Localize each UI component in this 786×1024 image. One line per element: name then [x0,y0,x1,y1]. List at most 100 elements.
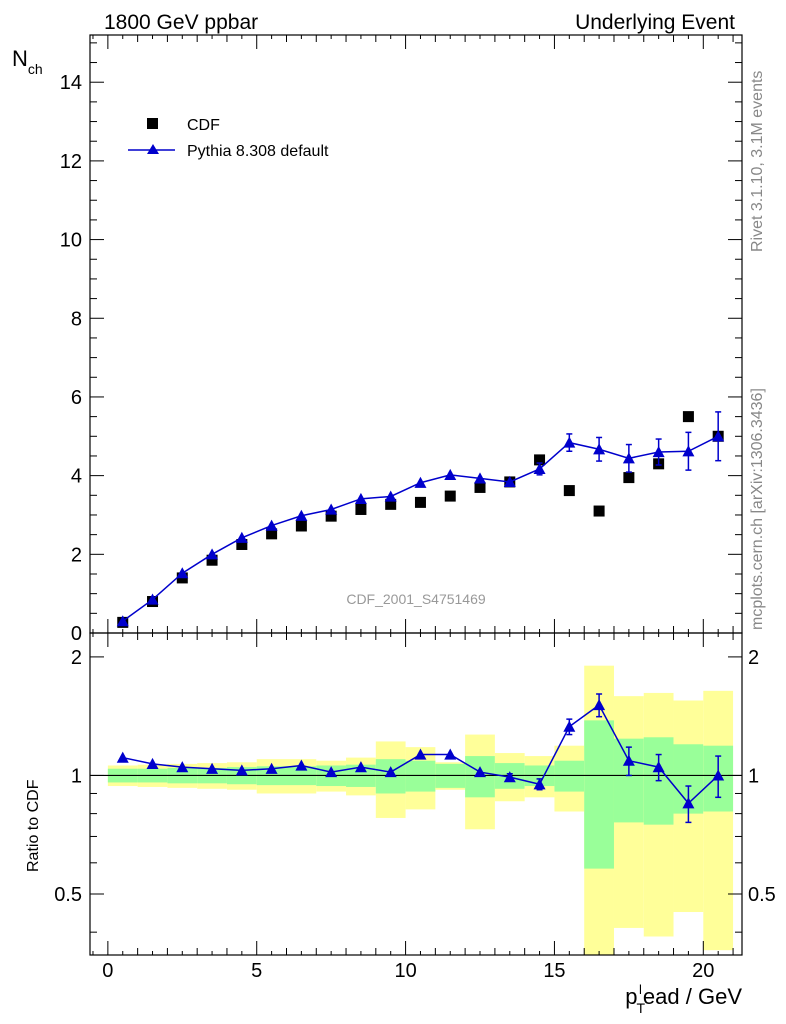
ratio-xlabel-sup: l [639,982,642,997]
main-mc-point-5 [265,519,278,531]
ratio-xlabel: pTlead / GeV [625,982,742,1016]
ratio-ytick-label-right-2: 2 [748,647,759,669]
analysis-label: CDF_2001_S4751469 [346,591,486,607]
main-data-point-6 [295,520,307,532]
ratio-mc-point-16 [593,698,606,711]
main-ytick-label-0: 0 [71,623,82,645]
ratio-mc-point-15 [563,720,576,732]
main-data-point-8 [355,503,367,515]
ratio-band-inner-10 [405,760,436,792]
header-left-title: 1800 GeV ppbar [104,11,258,34]
legend-marker-mc [147,144,159,154]
main-mc-point-1 [146,593,159,605]
main-mc-point-13 [503,475,516,488]
main-ytick-label-2: 2 [71,544,82,566]
main-ylabel: Nch [12,46,43,77]
main-data-point-7 [325,510,337,522]
main-mc-point-8 [354,492,367,504]
main-mc-point-4 [235,531,248,543]
main-mc-point-20 [712,430,725,442]
main-mc-point-19 [682,445,695,457]
main-data-point-11 [444,490,456,502]
ratio-mc-point-14 [533,778,546,790]
ratio-mc-point-11 [444,748,457,760]
ratio-mc-point-8 [354,761,367,773]
header-right-title: Underlying Event [575,11,735,34]
main-mc-point-7 [325,503,338,515]
main-mc-point-11 [444,468,457,480]
xtick-label-10: 10 [394,960,416,982]
ratio-ytick-label-left-2: 2 [71,647,82,669]
main-mc-point-9 [384,490,397,502]
xtick-label-20: 20 [692,960,714,982]
main-ytick-label-6: 6 [71,387,82,409]
ratio-mc-point-12 [474,766,487,778]
ratio-xlabel-sub: T [636,1000,645,1016]
main-mc-point-18 [652,446,665,458]
main-mc-point-16 [593,443,606,455]
main-mc-point-14 [533,462,546,475]
ratio-mc-point-9 [384,766,397,778]
main-data-point-16 [593,505,605,517]
xtick-label-15: 15 [543,960,565,982]
ratio-mc-point-0 [116,751,129,763]
main-mc-point-17 [622,452,635,464]
main-mc-point-0 [116,615,129,627]
rivet-label: Rivet 3.1.10, 3.1M events [749,71,766,252]
main-data-point-19 [682,411,694,423]
main-ytick-label-10: 10 [60,230,82,252]
main-data-point-17 [623,472,635,484]
data-marks [90,411,742,824]
main-data-point-9 [385,498,397,510]
main-mc-point-3 [206,548,219,560]
ratio-ytick-label-right-0.5: 0.5 [748,884,776,906]
main-mc-point-2 [176,567,189,579]
xtick-label-0: 0 [102,960,113,982]
ratio-ylabel: Ratio to CDF [25,779,42,872]
main-ytick-label-4: 4 [71,466,82,488]
ratio-band-inner-15 [554,760,585,792]
main-data-point-10 [414,496,426,508]
main-ytick-label-14: 14 [60,72,82,94]
main-data-point-15 [563,485,575,497]
main-mc-point-6 [295,509,308,521]
main-data-point-3 [206,554,218,566]
ratio-mc-point-7 [325,766,338,778]
ratio-plot-frame [89,632,743,956]
main-mc-point-15 [563,436,576,448]
ratio-mc-point-3 [206,762,219,774]
legend-label-data: CDF [187,117,220,134]
ratio-mc-point-17 [622,754,635,766]
ratio-mc-point-18 [652,761,665,773]
ratio-ytick-label-right-1: 1 [748,765,759,787]
main-data-point-4 [236,538,248,550]
ratio-mc-point-1 [146,757,159,769]
main-ytick-label-8: 8 [71,308,82,330]
main-ylabel-sub: ch [28,61,43,77]
ratio-xlabel-main: p [625,984,637,1009]
main-data-point-12 [474,481,486,493]
legend-label-mc: Pythia 8.308 default [187,143,329,160]
ratio-band-outer-20 [703,690,734,951]
xtick-label-5: 5 [251,960,262,982]
ratio-mc-point-19 [682,797,695,809]
legend: CDF Pythia 8.308 default [128,117,329,160]
mcplots-label: mcplots.cern.ch [arXiv:1306.3436] [749,388,766,630]
ratio-mc-point-20 [712,769,725,781]
ratio-uncertainty-bands [107,665,734,955]
main-ylabel-main: N [12,46,28,71]
main-data-point-5 [266,528,278,540]
ratio-mc-point-10 [414,748,427,760]
ratio-mc-point-4 [235,764,248,776]
ratio-mc-point-13 [503,771,516,783]
ratio-band-inner-16 [584,720,614,869]
main-mc-point-12 [474,472,487,484]
ratio-mc-point-5 [265,762,278,774]
ratio-ytick-label-left-1: 1 [71,765,82,787]
ratio-mc-point-6 [295,759,308,771]
ratio-mc-point-2 [176,761,189,773]
ratio-xlabel-rest: ead / GeV [643,984,742,1009]
ratio-ytick-label-left-0.5: 0.5 [54,884,82,906]
